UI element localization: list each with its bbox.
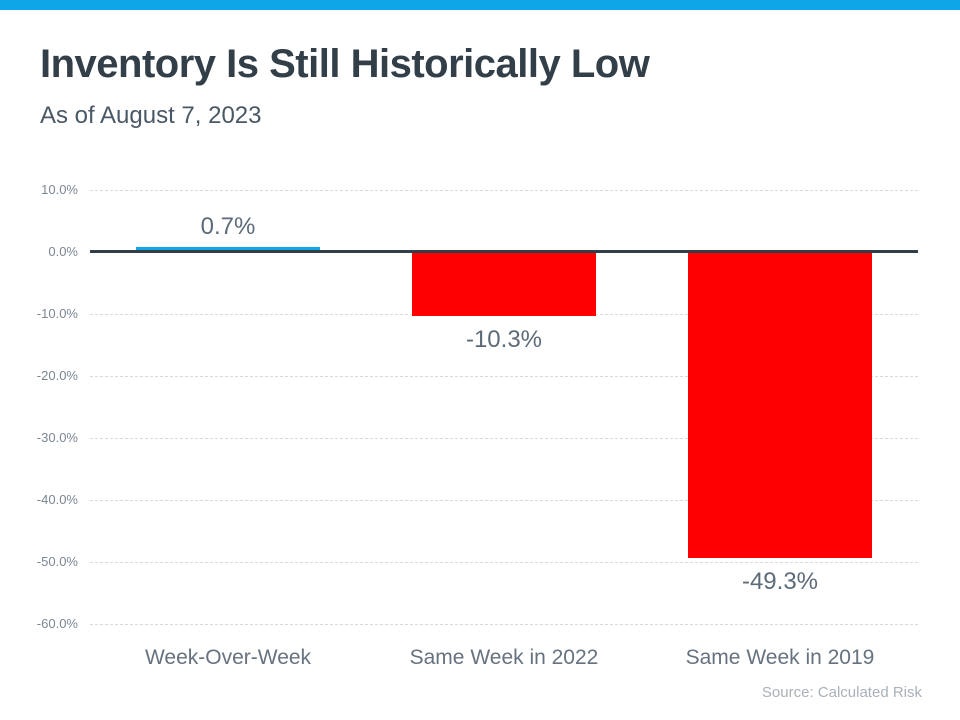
gridline [90,499,918,501]
top-accent-bar [0,0,960,10]
x-axis-line [90,250,918,253]
y-tick-label: 10.0% [41,182,78,197]
x-category-label: Week-Over-Week [144,646,312,669]
y-tick-label: -10.0% [36,306,78,321]
x-category-label: Same Week in 2022 [409,646,599,669]
gridline [90,561,918,563]
y-tick-label: -30.0% [36,430,78,445]
x-category-label: Same Week in 2019 [685,646,875,669]
bar-same-week-in-2019 [688,252,872,558]
gridline [90,437,918,439]
gridline [90,189,918,191]
data-label: -10.3% [465,325,543,353]
bar-same-week-in-2022 [412,252,596,316]
bar-week-over-week [136,246,320,251]
y-tick-label: -20.0% [36,368,78,383]
y-tick-label: -50.0% [36,554,78,569]
gridline [90,623,918,625]
y-tick-label: 0.0% [48,244,78,259]
y-tick-label: -40.0% [36,492,78,507]
source-credit: Source: Calculated Risk [761,684,922,701]
data-label: 0.7% [200,212,256,240]
gridline [90,375,918,377]
data-label: -49.3% [741,567,819,595]
page-title: Inventory Is Still Historically Low [40,42,650,86]
page-subtitle: As of August 7, 2023 [40,102,262,129]
y-tick-label: -60.0% [36,616,78,631]
